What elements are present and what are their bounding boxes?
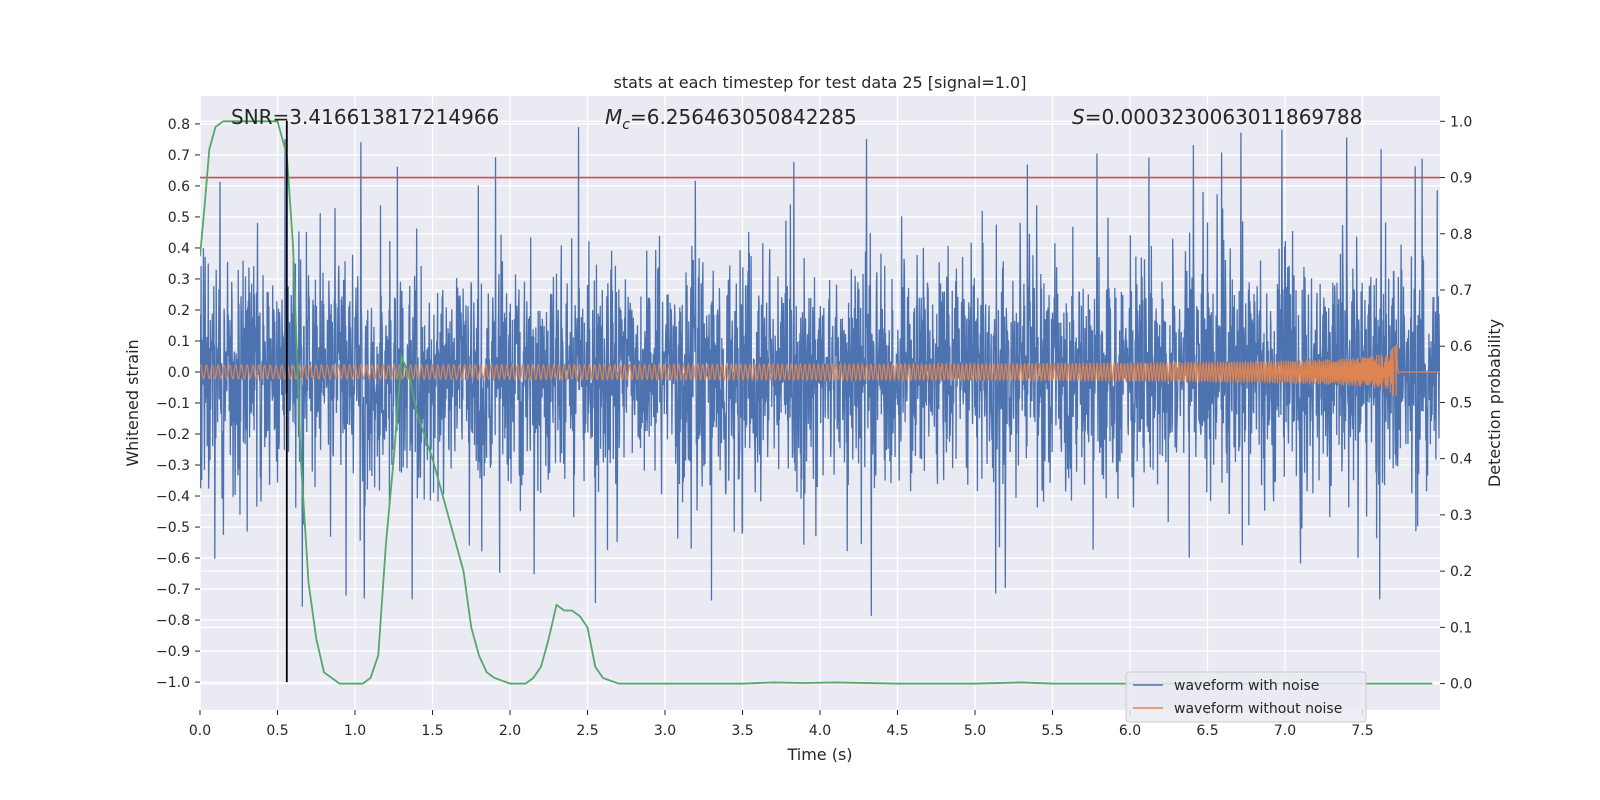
x-tick-label: 6.0 xyxy=(1119,723,1141,739)
right-y-tick-label: 0.1 xyxy=(1450,620,1472,636)
right-y-tick-label: 0.6 xyxy=(1450,339,1472,355)
left-y-tick-label: 0.8 xyxy=(168,117,190,133)
left-y-tick-label: −0.5 xyxy=(156,520,190,536)
left-y-tick-label: 0.3 xyxy=(168,272,190,288)
right-y-tick-label: 0.3 xyxy=(1450,508,1472,524)
left-y-tick-label: −0.8 xyxy=(156,613,190,629)
left-y-tick-label: 0.7 xyxy=(168,148,190,164)
x-tick-label: 2.5 xyxy=(576,723,598,739)
legend-box xyxy=(1125,671,1367,723)
left-y-tick-label: −0.2 xyxy=(156,427,190,443)
legend-label-noise: waveform with noise xyxy=(1174,678,1319,694)
right-y-tick-label: 0.8 xyxy=(1450,227,1472,243)
left-y-tick-label: 0.0 xyxy=(168,365,190,381)
right-y-axis-label: Detection probability xyxy=(1485,319,1504,487)
left-y-tick-label: 0.5 xyxy=(168,210,190,226)
x-tick-label: 3.5 xyxy=(731,723,753,739)
x-tick-label: 0.0 xyxy=(189,723,211,739)
chirp-mass-annotation: Mc=6.256463050842285 xyxy=(605,105,857,133)
chirp-mass-value: =6.256463050842285 xyxy=(630,105,857,129)
x-tick-label: 7.5 xyxy=(1351,723,1373,739)
left-y-tick-label: −0.9 xyxy=(156,644,190,660)
chart-title: stats at each timestep for test data 25 … xyxy=(614,73,1027,92)
x-tick-label: 6.5 xyxy=(1196,723,1218,739)
right-y-tick-label: 0.9 xyxy=(1450,171,1472,187)
x-tick-label: 5.0 xyxy=(964,723,986,739)
left-y-tick-label: 0.4 xyxy=(168,241,190,257)
s-annotation: S=0.0003230063011869788 xyxy=(1072,105,1362,129)
s-symbol: S xyxy=(1072,105,1085,129)
left-y-tick-label: 0.2 xyxy=(168,303,190,319)
legend: waveform with noise waveform without noi… xyxy=(1125,671,1367,723)
x-tick-label: 4.0 xyxy=(809,723,831,739)
right-y-tick-label: 0.4 xyxy=(1450,452,1472,468)
left-y-tick-label: −0.4 xyxy=(156,489,190,505)
left-y-tick-label: −0.3 xyxy=(156,458,190,474)
x-tick-label: 1.0 xyxy=(344,723,366,739)
x-tick-label: 2.0 xyxy=(499,723,521,739)
left-y-tick-label: −0.6 xyxy=(156,551,190,567)
left-y-tick-label: 0.1 xyxy=(168,334,190,350)
right-y-tick-label: 1.0 xyxy=(1450,114,1472,130)
right-y-axis-ticks: 1.0 0.9 0.8 0.7 0.6 0.5 0.4 0.3 0.2 0.1 0.0 xyxy=(1440,114,1472,693)
chirp-mass-symbol: M xyxy=(605,105,622,129)
left-y-tick-label: −0.1 xyxy=(156,396,190,412)
left-y-tick-label: −1.0 xyxy=(156,675,190,691)
left-y-axis-label: Whitened strain xyxy=(123,339,142,466)
right-y-tick-label: 0.7 xyxy=(1450,283,1472,299)
x-tick-label: 7.0 xyxy=(1274,723,1296,739)
plot-content xyxy=(200,120,1440,685)
x-tick-label: 4.5 xyxy=(886,723,908,739)
series-line-clean xyxy=(200,344,1440,397)
left-y-tick-label: −0.7 xyxy=(156,582,190,598)
x-tick-label: 3.0 xyxy=(654,723,676,739)
x-tick-label: 5.5 xyxy=(1041,723,1063,739)
left-y-axis-ticks: 0.8 0.7 0.6 0.5 0.4 0.3 0.2 0.1 0.0 −0.1 −0.2 −0.3 −… xyxy=(156,117,200,691)
snr-annotation: SNR=3.416613817214966 xyxy=(231,105,499,129)
x-tick-label: 0.5 xyxy=(266,723,288,739)
s-value: =0.0003230063011869788 xyxy=(1085,105,1363,129)
series-line-detection-probability xyxy=(200,120,1433,685)
right-y-tick-label: 0.0 xyxy=(1450,677,1472,693)
legend-label-clean: waveform without noise xyxy=(1174,701,1342,717)
right-y-tick-label: 0.2 xyxy=(1450,564,1472,580)
chirp-mass-subscript: c xyxy=(622,117,630,133)
left-y-tick-label: 0.6 xyxy=(168,179,190,195)
x-axis-ticks: 0.0 0.5 1.0 1.5 2.0 2.5 3.0 3.5 4.0 4.5 5.0 5.5 6.0 6… xyxy=(189,710,1374,739)
right-y-tick-label: 0.5 xyxy=(1450,395,1472,411)
x-tick-label: 1.5 xyxy=(421,723,443,739)
x-axis-label: Time (s) xyxy=(786,745,852,764)
